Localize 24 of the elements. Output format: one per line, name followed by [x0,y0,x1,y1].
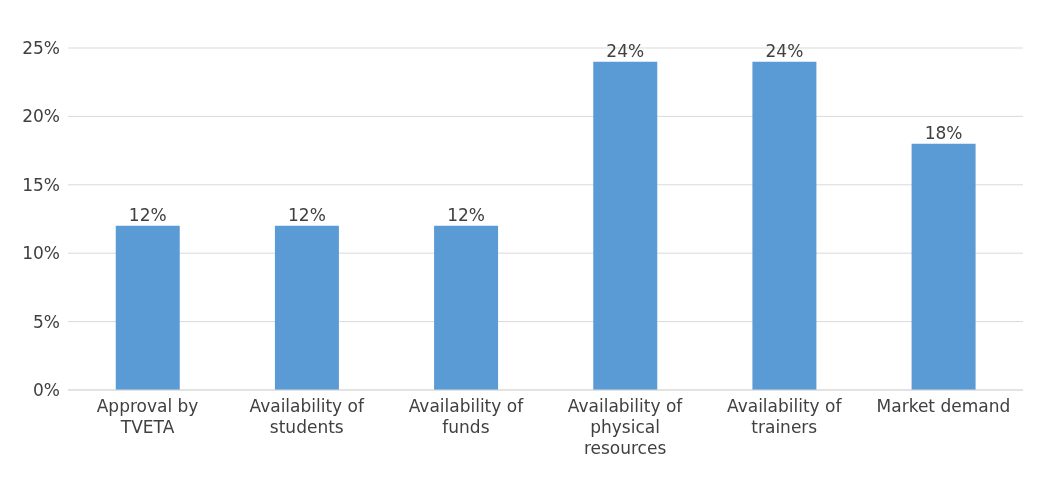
y-tick-label: 25% [22,38,60,59]
x-tick-label: Availability of funds [408,396,525,437]
bar [434,225,499,390]
y-tick-label: 15% [22,174,60,195]
data-label: 24% [606,40,645,61]
y-tick-label: 5% [33,311,60,332]
x-tick-label: Approval by TVETA [96,396,199,437]
data-label: 12% [447,204,485,225]
x-tick-label: Availability of trainers [727,396,843,437]
bar [593,61,658,390]
bar [911,143,976,390]
x-tick-label: Market demand [876,396,1011,416]
data-label: 12% [128,204,167,225]
bar [115,225,180,390]
bar [274,225,339,390]
x-tick-label: Availability of physical resources [567,396,684,458]
data-label: 24% [765,40,804,61]
y-tick-label: 0% [33,380,60,401]
bar [752,61,817,390]
x-tick-label: Availability of students [249,396,365,437]
y-tick-label: 10% [22,243,60,264]
data-label: 12% [288,204,326,225]
y-tick-label: 20% [22,106,60,127]
data-label: 18% [924,122,963,143]
